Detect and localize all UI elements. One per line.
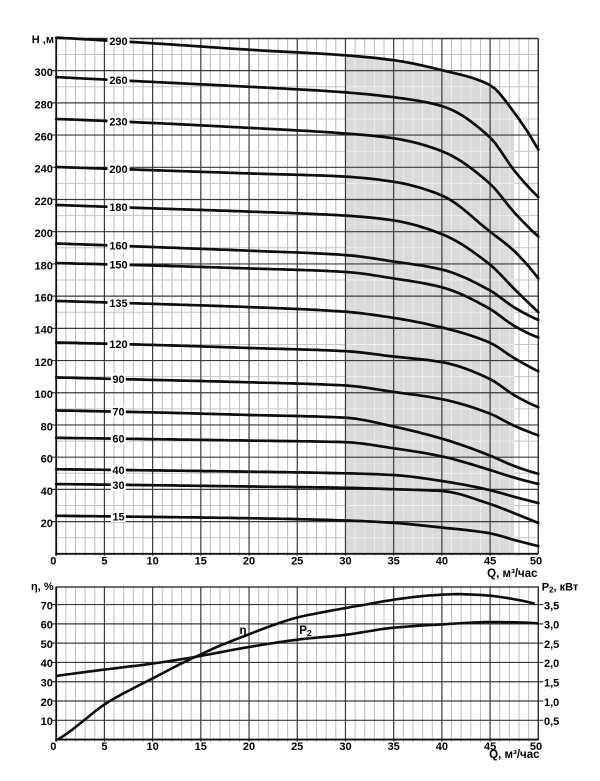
- svg-text:0: 0: [50, 556, 56, 568]
- svg-text:Q, м³/час: Q, м³/час: [489, 749, 540, 761]
- svg-text:25: 25: [291, 556, 303, 568]
- svg-text:10: 10: [146, 741, 158, 753]
- svg-text:50: 50: [530, 741, 542, 753]
- svg-text:40: 40: [436, 741, 448, 753]
- svg-text:10: 10: [41, 716, 53, 728]
- svg-text:30: 30: [339, 741, 351, 753]
- svg-text:300: 300: [35, 67, 53, 79]
- svg-text:180: 180: [109, 202, 127, 214]
- svg-text:0,5: 0,5: [544, 716, 559, 728]
- svg-text:P2: P2: [299, 625, 312, 638]
- svg-text:45: 45: [484, 556, 496, 568]
- svg-text:30: 30: [112, 480, 124, 492]
- svg-text:20: 20: [41, 697, 53, 709]
- svg-text:40: 40: [112, 465, 124, 477]
- svg-text:20: 20: [41, 518, 53, 530]
- svg-text:160: 160: [109, 241, 127, 253]
- svg-text:P2, кВт: P2, кВт: [542, 581, 579, 594]
- svg-text:120: 120: [35, 357, 53, 369]
- svg-text:45: 45: [484, 741, 496, 753]
- svg-text:200: 200: [109, 164, 127, 176]
- svg-text:290: 290: [109, 36, 127, 48]
- svg-text:15: 15: [112, 512, 124, 524]
- svg-text:60: 60: [41, 454, 53, 466]
- svg-text:30: 30: [41, 678, 53, 690]
- svg-text:2,5: 2,5: [544, 639, 559, 651]
- svg-text:1,0: 1,0: [544, 697, 559, 709]
- svg-text:η: η: [239, 625, 246, 637]
- svg-text:50: 50: [530, 556, 542, 568]
- svg-text:140: 140: [35, 325, 53, 337]
- svg-text:260: 260: [35, 132, 53, 144]
- svg-text:70: 70: [112, 407, 124, 419]
- svg-text:15: 15: [195, 741, 207, 753]
- svg-text:5: 5: [101, 556, 107, 568]
- svg-text:20: 20: [243, 556, 255, 568]
- svg-text:Q, м³/час: Q, м³/час: [487, 568, 538, 580]
- svg-text:35: 35: [388, 741, 400, 753]
- svg-text:50: 50: [41, 639, 53, 651]
- svg-text:10: 10: [146, 556, 158, 568]
- svg-text:35: 35: [388, 556, 400, 568]
- svg-text:3,0: 3,0: [544, 620, 559, 632]
- svg-text:135: 135: [109, 298, 127, 310]
- svg-text:230: 230: [109, 117, 127, 129]
- svg-text:160: 160: [35, 293, 53, 305]
- svg-text:80: 80: [41, 421, 53, 433]
- svg-text:3,5: 3,5: [544, 600, 559, 612]
- svg-text:25: 25: [291, 741, 303, 753]
- svg-text:70: 70: [41, 600, 53, 612]
- svg-text:0: 0: [50, 741, 56, 753]
- svg-text:240: 240: [35, 164, 53, 176]
- svg-text:90: 90: [112, 374, 124, 386]
- svg-text:η, %: η, %: [31, 581, 54, 593]
- svg-text:40: 40: [41, 486, 53, 498]
- svg-text:40: 40: [41, 658, 53, 670]
- svg-text:30: 30: [339, 556, 351, 568]
- svg-text:180: 180: [35, 260, 53, 272]
- svg-text:260: 260: [109, 75, 127, 87]
- svg-text:40: 40: [436, 556, 448, 568]
- svg-text:60: 60: [41, 620, 53, 632]
- svg-text:60: 60: [112, 434, 124, 446]
- svg-text:220: 220: [35, 196, 53, 208]
- svg-text:5: 5: [101, 741, 107, 753]
- svg-text:280: 280: [35, 99, 53, 111]
- svg-text:2,0: 2,0: [544, 658, 559, 670]
- svg-text:100: 100: [35, 389, 53, 401]
- svg-text:150: 150: [109, 260, 127, 272]
- svg-text:1,5: 1,5: [544, 678, 559, 690]
- svg-text:120: 120: [109, 339, 127, 351]
- svg-text:15: 15: [195, 556, 207, 568]
- svg-text:200: 200: [35, 228, 53, 240]
- svg-text:20: 20: [243, 741, 255, 753]
- svg-text:H ,м: H ,м: [32, 34, 54, 46]
